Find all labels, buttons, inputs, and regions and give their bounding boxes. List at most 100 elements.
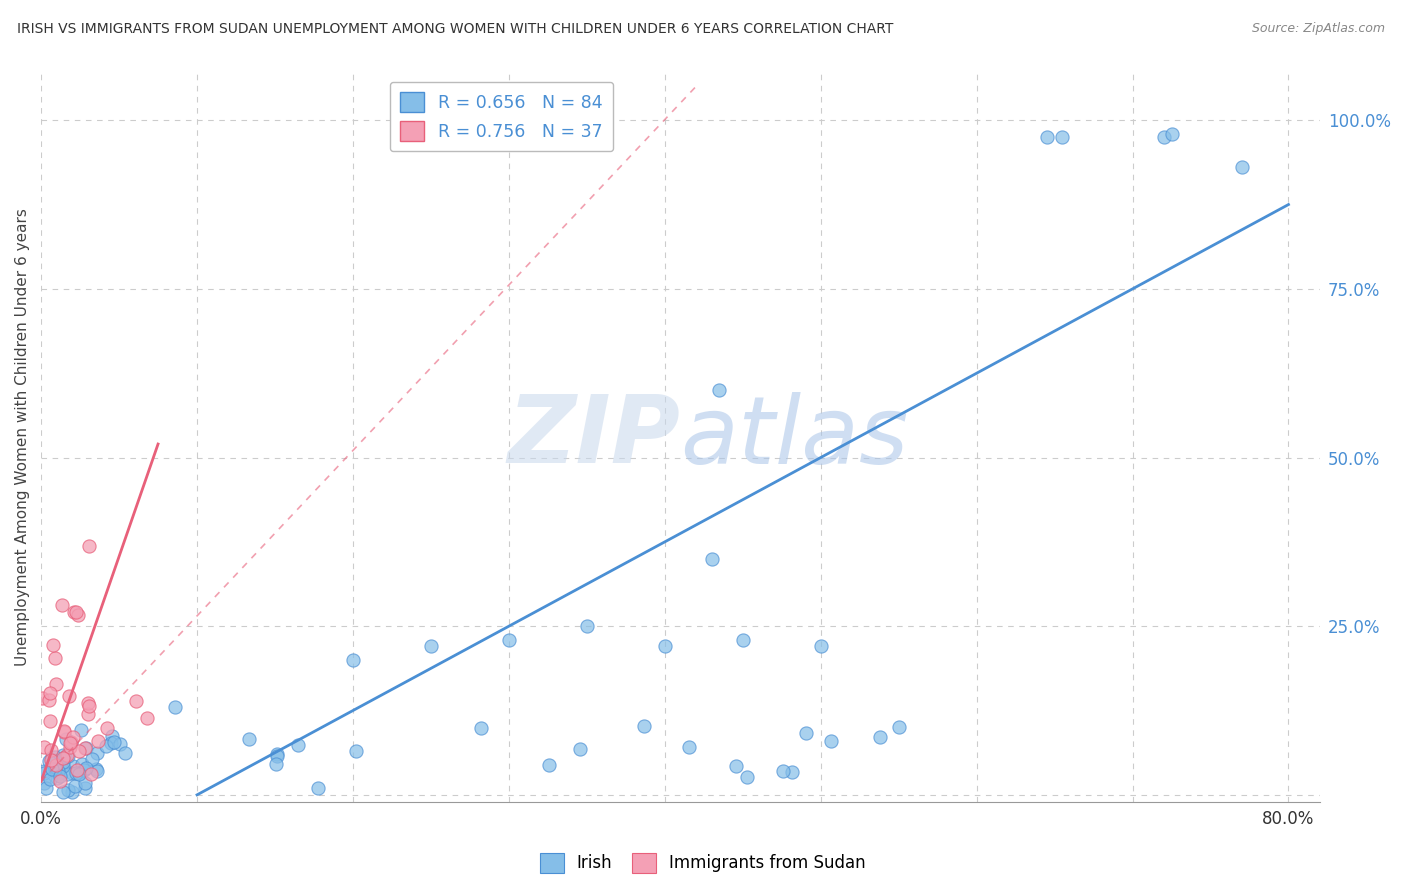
Point xyxy=(39,752,62,766)
Point xyxy=(77,539,100,553)
Point xyxy=(67,766,90,780)
Point xyxy=(53,725,76,739)
Point xyxy=(66,764,89,778)
Point xyxy=(67,766,90,780)
Point xyxy=(65,605,87,619)
Text: Source: ZipAtlas.com: Source: ZipAtlas.com xyxy=(1251,22,1385,36)
Point xyxy=(731,632,754,647)
Point xyxy=(70,723,93,737)
Point xyxy=(48,774,70,789)
Point xyxy=(419,640,441,654)
Point xyxy=(100,736,122,750)
Point xyxy=(1036,130,1059,145)
Point xyxy=(39,714,62,729)
Point xyxy=(39,686,62,700)
Text: ZIP: ZIP xyxy=(508,392,681,483)
Point xyxy=(307,780,329,795)
Point xyxy=(136,711,159,725)
Point xyxy=(75,780,97,795)
Point xyxy=(96,721,118,735)
Point xyxy=(46,767,69,781)
Point xyxy=(264,757,287,772)
Point xyxy=(84,763,107,777)
Point xyxy=(59,739,82,754)
Point xyxy=(86,746,108,760)
Point xyxy=(569,742,592,756)
Point xyxy=(55,732,77,747)
Point xyxy=(52,759,75,773)
Point xyxy=(39,753,62,767)
Point xyxy=(125,694,148,708)
Point xyxy=(820,734,842,748)
Point xyxy=(52,748,75,763)
Point xyxy=(70,756,93,771)
Point xyxy=(44,749,66,764)
Point xyxy=(498,632,520,647)
Point xyxy=(1230,161,1253,175)
Point xyxy=(32,739,55,754)
Point xyxy=(810,640,832,654)
Point xyxy=(709,383,731,397)
Point xyxy=(60,735,83,749)
Point xyxy=(56,749,79,764)
Point xyxy=(60,785,83,799)
Point xyxy=(41,762,63,776)
Point xyxy=(42,639,65,653)
Point xyxy=(73,763,96,777)
Point xyxy=(52,723,75,738)
Point xyxy=(45,771,67,785)
Point xyxy=(32,776,55,790)
Point xyxy=(38,772,60,787)
Point xyxy=(32,764,55,779)
Point xyxy=(101,729,124,743)
Point xyxy=(62,759,84,773)
Legend: Irish, Immigrants from Sudan: Irish, Immigrants from Sudan xyxy=(533,847,873,880)
Point xyxy=(32,766,55,780)
Point xyxy=(537,758,560,772)
Point xyxy=(62,730,84,744)
Point xyxy=(59,734,82,748)
Point xyxy=(114,746,136,760)
Point xyxy=(108,737,131,751)
Point xyxy=(266,749,288,764)
Point xyxy=(67,608,90,623)
Point xyxy=(735,770,758,784)
Point xyxy=(86,764,108,778)
Point xyxy=(58,782,80,797)
Point xyxy=(342,653,364,667)
Point xyxy=(65,765,87,780)
Point xyxy=(56,747,79,762)
Point xyxy=(1052,130,1074,145)
Point xyxy=(287,738,309,752)
Legend: R = 0.656   N = 84, R = 0.756   N = 37: R = 0.656 N = 84, R = 0.756 N = 37 xyxy=(389,82,613,152)
Point xyxy=(67,744,90,758)
Point xyxy=(55,767,77,781)
Point xyxy=(654,640,676,654)
Point xyxy=(45,758,67,772)
Point xyxy=(46,764,69,779)
Point xyxy=(344,744,367,758)
Point xyxy=(75,761,97,775)
Point xyxy=(470,722,492,736)
Text: atlas: atlas xyxy=(681,392,908,483)
Point xyxy=(165,700,187,714)
Point xyxy=(96,739,118,753)
Y-axis label: Unemployment Among Women with Children Under 6 years: Unemployment Among Women with Children U… xyxy=(15,209,30,666)
Point xyxy=(63,606,86,620)
Point xyxy=(49,769,72,783)
Point xyxy=(772,764,794,778)
Point xyxy=(1160,127,1182,141)
Point xyxy=(38,754,60,768)
Point xyxy=(59,736,82,750)
Point xyxy=(780,764,803,779)
Point xyxy=(796,726,818,740)
Point xyxy=(51,598,73,612)
Point xyxy=(44,651,66,665)
Point xyxy=(86,734,108,748)
Point xyxy=(39,743,62,757)
Point xyxy=(34,780,56,795)
Point xyxy=(63,779,86,793)
Point xyxy=(58,689,80,703)
Point xyxy=(266,747,288,761)
Point xyxy=(80,766,103,780)
